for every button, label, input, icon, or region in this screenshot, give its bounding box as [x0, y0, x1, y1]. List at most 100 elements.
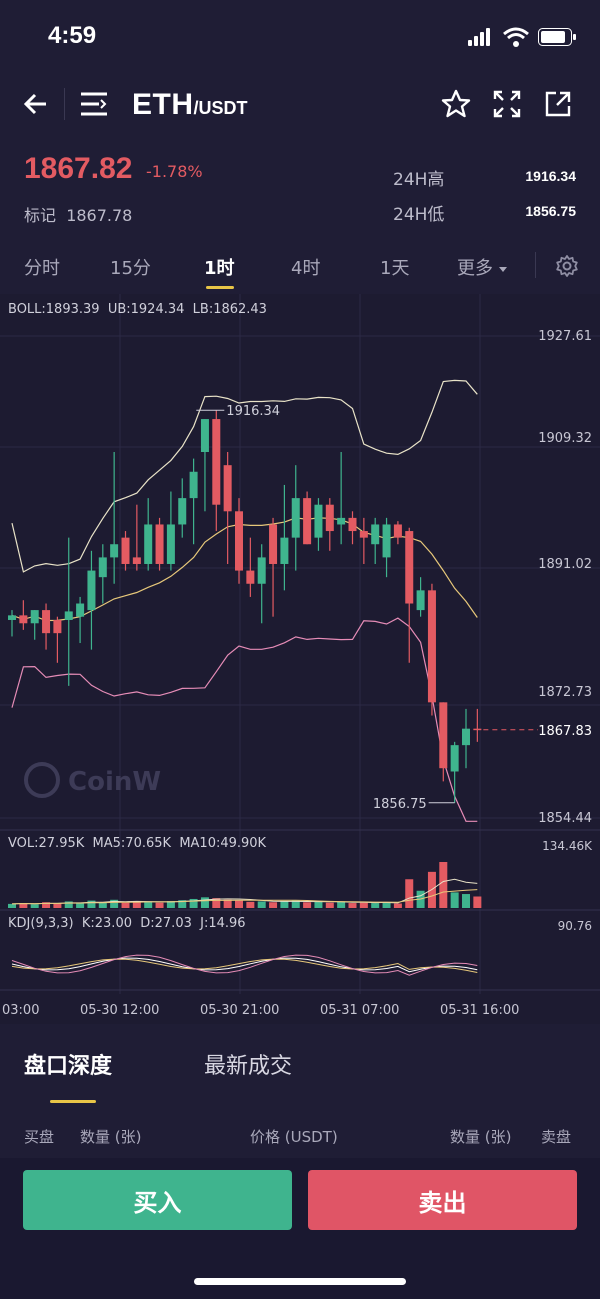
star-icon[interactable] — [438, 86, 474, 122]
settings-gear-icon[interactable] — [555, 254, 579, 278]
sell-button[interactable]: 卖出 — [308, 1170, 577, 1230]
col-bid: 买盘 — [24, 1128, 55, 1146]
volume-bar — [76, 903, 85, 908]
candle-body — [359, 531, 368, 538]
tab-depth[interactable]: 盘口深度 — [24, 1054, 113, 1079]
volume-bar — [303, 902, 312, 908]
volume-bar — [393, 903, 402, 908]
active-tab-indicator — [206, 286, 234, 289]
candle-body — [98, 557, 107, 578]
fullscreen-icon[interactable] — [489, 86, 525, 122]
tab-separator — [535, 252, 536, 278]
volume-bar — [30, 904, 39, 908]
volume-bar — [337, 901, 346, 908]
candle-body — [121, 537, 130, 564]
tab-4h[interactable]: 4时 — [291, 258, 321, 279]
volume-bar — [462, 894, 470, 908]
candle-body — [280, 537, 289, 564]
buy-button[interactable]: 买入 — [23, 1170, 292, 1230]
boll-ub: UB:1924.34 — [107, 302, 185, 317]
volume-bar — [8, 903, 16, 908]
candle-body — [427, 590, 436, 703]
pair-title[interactable]: ETH/USDT — [132, 88, 248, 122]
status-time: 4:59 — [48, 22, 97, 49]
mark-price-row: 标记 1867.78 — [24, 202, 132, 226]
tab-more[interactable]: 更多 — [457, 254, 507, 280]
low-value: 1856.75 — [525, 203, 576, 219]
time-axis-label: 05-31 07:00 — [320, 1003, 399, 1018]
kdj-indicator: KDJ(9,3,3) K:23.00 D:27.03 J:14.96 — [8, 916, 246, 931]
back-arrow-icon[interactable] — [18, 86, 54, 122]
wifi-icon — [503, 27, 529, 47]
candle-body — [371, 524, 380, 545]
candle-body — [405, 531, 414, 604]
volume-bar — [98, 902, 107, 908]
kdj-k-line — [11, 957, 478, 973]
candle-body — [144, 524, 153, 564]
boll-indicator: BOLL:1893.39 UB:1924.34 LB:1862.43 — [8, 302, 267, 317]
volume-bar — [121, 902, 130, 908]
kdj-max-label: 90.76 — [558, 919, 592, 933]
mark-label: 标记 — [24, 206, 57, 225]
kdj-d: D:27.03 — [140, 916, 192, 931]
nav-separator — [64, 88, 65, 120]
tab-1d[interactable]: 1天 — [380, 258, 410, 279]
tab-timeline[interactable]: 分时 — [24, 258, 60, 279]
volume-bar — [178, 900, 187, 908]
kline-chart[interactable]: 1927.61 1909.32 1891.02 1872.73 1854.44 CoinW… — [0, 294, 600, 1024]
tab-more-label: 更多 — [457, 258, 493, 279]
tab-1h[interactable]: 1时 — [204, 258, 235, 279]
battery-icon — [538, 28, 576, 46]
ma10-value: MA10:49.90K — [179, 836, 267, 851]
candle-body — [155, 524, 164, 564]
volume-bar — [223, 899, 232, 908]
vol-ma10-line — [11, 889, 478, 905]
price-tick-label: 1854.44 — [538, 811, 592, 826]
time-axis-label: 03:00 — [2, 1003, 39, 1018]
kdj-d-line — [11, 958, 478, 973]
candle-body — [8, 615, 16, 620]
candle-body — [189, 471, 198, 499]
menu-icon[interactable] — [76, 86, 112, 122]
candle-body — [246, 570, 255, 584]
candle-body — [223, 465, 232, 512]
vol-value: VOL:27.95K — [8, 836, 85, 851]
interval-tabs: 分时 15分 1时 4时 1天 更多 — [0, 246, 600, 289]
candle-body — [450, 745, 459, 772]
boll-lb: LB:1862.43 — [192, 302, 267, 317]
nav-bar: ETH/USDT — [0, 78, 600, 130]
volume-bar — [359, 902, 368, 908]
share-icon[interactable] — [540, 86, 576, 122]
status-icons — [468, 26, 578, 48]
volume-bar — [439, 862, 448, 908]
watermark-logo-icon — [24, 762, 60, 798]
boll-value: BOLL:1893.39 — [8, 302, 100, 317]
volume-bar — [53, 903, 62, 908]
low-annotation-label: 1856.75 — [373, 797, 427, 812]
tab-latest-trades[interactable]: 最新成交 — [204, 1054, 293, 1079]
volume-bar — [314, 901, 323, 908]
kdj-j: J:14.96 — [200, 916, 246, 931]
candle-body — [166, 524, 175, 564]
volume-bar — [371, 903, 380, 908]
home-indicator — [194, 1278, 406, 1285]
volume-bar — [200, 897, 209, 908]
col-ask-qty: 数量 (张) — [450, 1128, 512, 1146]
volume-bar — [450, 892, 459, 908]
low-label: 24H低 — [393, 205, 445, 225]
candle-body — [473, 728, 482, 731]
high-label: 24H高 — [393, 170, 445, 190]
price-row: 1867.82 -1.78% — [24, 152, 203, 186]
candle-body — [76, 603, 85, 617]
candle-body — [200, 419, 209, 453]
tab-15m[interactable]: 15分 — [110, 258, 151, 279]
volume-bar — [348, 903, 357, 908]
vol-indicator: VOL:27.95K MA5:70.65K MA10:49.90K — [8, 836, 266, 851]
chevron-down-icon — [499, 266, 507, 272]
volume-bar — [280, 901, 289, 908]
mark-price: 1867.78 — [66, 206, 133, 225]
volume-bar — [269, 902, 278, 908]
last-price: 1867.82 — [24, 152, 133, 185]
kdj-j-line — [11, 954, 478, 976]
boll-lower-line — [11, 617, 478, 822]
